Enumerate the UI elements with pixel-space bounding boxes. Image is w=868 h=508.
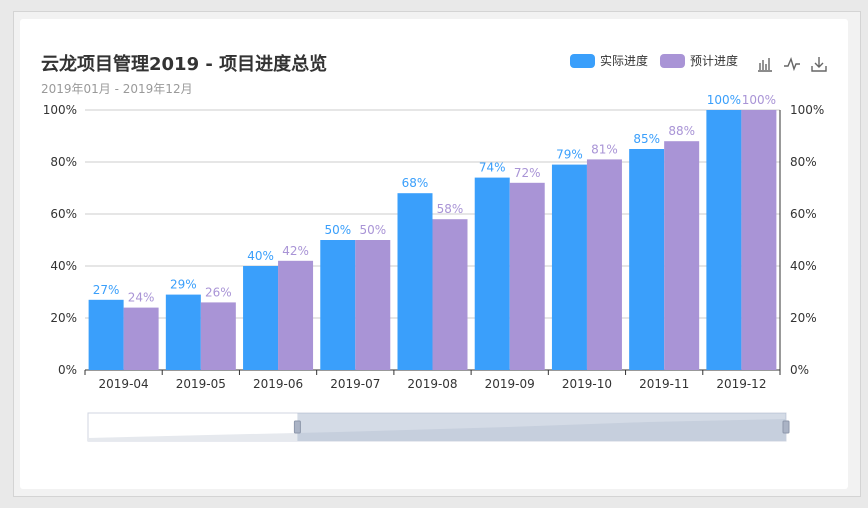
data-label-actual: 100% xyxy=(707,93,741,107)
x-tick-label: 2019-04 xyxy=(99,377,149,391)
y-tick-label-right: 80% xyxy=(790,155,817,169)
bar-actual[interactable] xyxy=(88,299,124,370)
bar-planned[interactable] xyxy=(741,110,777,370)
bar-actual[interactable] xyxy=(243,266,279,370)
x-tick-label: 2019-10 xyxy=(562,377,612,391)
datazoom-handle-start[interactable] xyxy=(293,420,301,434)
legend-swatch-actual xyxy=(570,53,595,68)
bar-actual[interactable] xyxy=(320,240,356,370)
y-tick-label-left: 40% xyxy=(50,259,77,273)
y-tick-label-left: 0% xyxy=(58,363,77,377)
data-label-planned: 100% xyxy=(742,93,776,107)
y-tick-label-left: 20% xyxy=(50,311,77,325)
legend-item-actual[interactable]: 实际进度 xyxy=(570,52,648,69)
x-tick-label: 2019-08 xyxy=(407,377,457,391)
x-tick-label: 2019-06 xyxy=(253,377,303,391)
x-tick-label: 2019-11 xyxy=(639,377,689,391)
legend-item-planned[interactable]: 预计进度 xyxy=(660,52,738,69)
data-label-planned: 88% xyxy=(668,124,695,138)
data-label-planned: 26% xyxy=(205,285,232,299)
data-label-planned: 58% xyxy=(437,202,464,216)
x-tick-label: 2019-05 xyxy=(176,377,226,391)
legend-label-actual: 实际进度 xyxy=(600,54,649,68)
data-label-actual: 74% xyxy=(479,161,506,175)
datazoom-selection[interactable] xyxy=(297,413,786,441)
bar-planned[interactable] xyxy=(586,159,622,370)
datazoom-preview xyxy=(88,419,786,441)
y-tick-label-left: 60% xyxy=(50,207,77,221)
bar-planned[interactable] xyxy=(664,141,700,370)
data-label-actual: 85% xyxy=(633,132,660,146)
bar-actual[interactable] xyxy=(551,164,587,370)
x-tick-label: 2019-07 xyxy=(330,377,380,391)
bar-actual[interactable] xyxy=(474,177,510,370)
bar-actual[interactable] xyxy=(397,193,433,370)
chart-subtitle: 2019年01月 - 2019年12月 xyxy=(41,82,193,96)
download-icon[interactable] xyxy=(810,55,828,73)
bar-planned[interactable] xyxy=(123,307,159,370)
data-label-planned: 81% xyxy=(591,142,618,156)
datazoom-handle-end[interactable] xyxy=(782,420,790,434)
data-label-actual: 27% xyxy=(93,283,120,297)
data-label-actual: 29% xyxy=(170,278,197,292)
legend: 实际进度 预计进度 xyxy=(570,52,750,69)
x-tick-label: 2019-12 xyxy=(716,377,766,391)
x-tick-label: 2019-09 xyxy=(485,377,535,391)
bar-planned[interactable] xyxy=(355,240,391,370)
bar-actual[interactable] xyxy=(629,149,665,370)
data-label-actual: 40% xyxy=(247,249,274,263)
bar-planned[interactable] xyxy=(509,182,545,370)
y-tick-label-right: 0% xyxy=(790,363,809,377)
y-tick-label-right: 60% xyxy=(790,207,817,221)
data-label-actual: 50% xyxy=(324,223,351,237)
data-label-actual: 79% xyxy=(556,148,583,162)
legend-swatch-planned xyxy=(660,53,686,68)
data-label-planned: 50% xyxy=(359,223,386,237)
data-label-planned: 42% xyxy=(282,244,309,258)
y-tick-label-left: 80% xyxy=(50,155,77,169)
y-tick-label-left: 100% xyxy=(43,103,77,117)
bar-planned[interactable] xyxy=(200,302,236,370)
y-tick-label-right: 40% xyxy=(790,259,817,273)
data-label-actual: 68% xyxy=(402,176,429,190)
chart-title: 云龙项目管理2019 - 项目进度总览 xyxy=(41,54,328,75)
line-chart-icon[interactable] xyxy=(783,55,801,73)
data-label-planned: 24% xyxy=(128,291,155,305)
bar-planned[interactable] xyxy=(278,260,314,370)
toolbox xyxy=(756,55,837,73)
legend-label-planned: 预计进度 xyxy=(690,54,739,68)
data-label-planned: 72% xyxy=(514,166,541,180)
y-tick-label-right: 100% xyxy=(790,103,824,117)
bar-chart-icon[interactable] xyxy=(756,55,774,73)
y-tick-label-right: 20% xyxy=(790,311,817,325)
bar-actual[interactable] xyxy=(706,110,742,370)
bar-planned[interactable] xyxy=(432,219,468,370)
bar-actual[interactable] xyxy=(165,294,201,370)
